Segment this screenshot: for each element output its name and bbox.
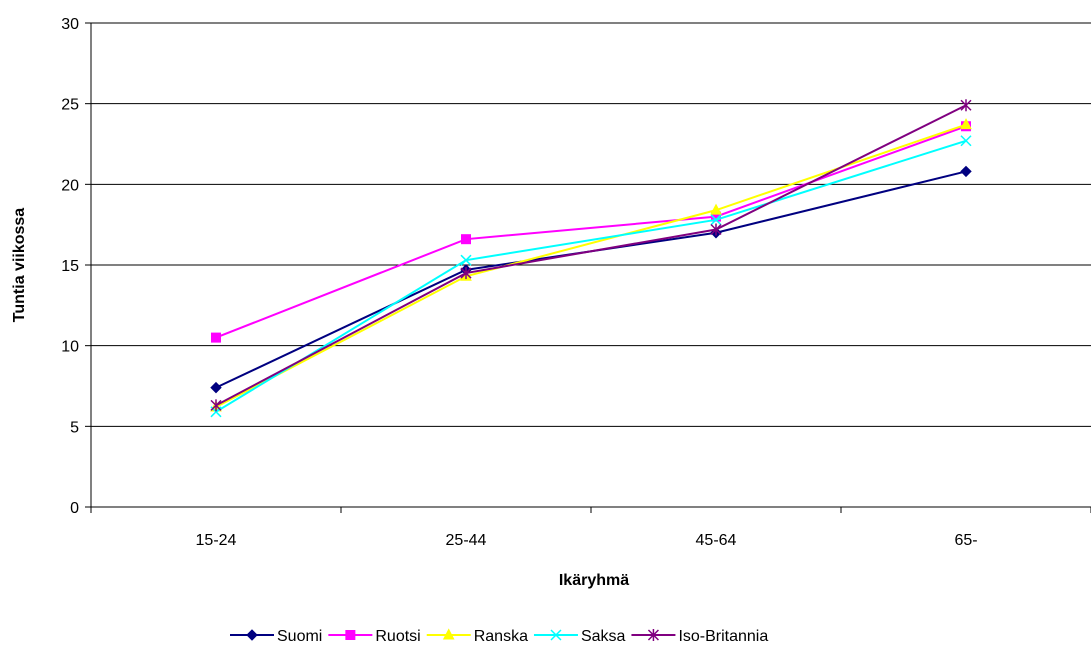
series-suomi xyxy=(210,165,972,394)
y-tick-label: 30 xyxy=(61,16,79,33)
legend-item-ranska: Ranska xyxy=(426,628,528,645)
y-tick-label: 10 xyxy=(61,339,79,356)
data-point-saksa xyxy=(710,214,722,226)
legend-label: Ranska xyxy=(474,628,528,645)
legend-label: Ruotsi xyxy=(375,628,420,645)
series-group xyxy=(210,99,972,418)
legend-label: Saksa xyxy=(581,628,626,645)
gridlines xyxy=(91,22,1091,427)
legend-marker xyxy=(550,629,562,641)
y-tick-label: 5 xyxy=(70,419,79,436)
x-tick-label: 25-44 xyxy=(446,532,487,549)
y-tick-label: 15 xyxy=(61,258,79,275)
data-point-ranska xyxy=(960,118,972,130)
x-axis-ticks: 15-24 25-44 45-64 65- xyxy=(90,507,1091,549)
x-tick-label: 45-64 xyxy=(696,532,737,549)
legend-label: Iso-Britannia xyxy=(678,628,768,645)
series-line-suomi xyxy=(215,170,967,389)
legend-marker xyxy=(345,630,356,640)
data-point-suomi xyxy=(210,381,222,394)
series-line-iso-britannia xyxy=(215,104,967,407)
data-point-iso-britannia xyxy=(960,99,972,112)
data-point-suomi xyxy=(960,165,972,178)
data-point-iso-britannia xyxy=(710,223,722,236)
x-tick-label: 65- xyxy=(954,532,977,549)
y-axis-ticks: 0 5 10 15 20 25 30 xyxy=(61,16,91,517)
data-point-iso-britannia xyxy=(460,267,472,280)
legend-item-ruotsi: Ruotsi xyxy=(328,628,421,645)
legend-marker xyxy=(442,628,455,640)
legend-item-suomi: Suomi xyxy=(230,628,322,645)
legend-item-saksa: Saksa xyxy=(533,628,626,645)
series-iso-britannia xyxy=(210,99,972,412)
legend-label: Suomi xyxy=(277,628,322,645)
data-point-ranska xyxy=(710,203,722,215)
x-axis-title: Ikäryhmä xyxy=(559,572,629,589)
y-tick-label: 0 xyxy=(70,500,79,517)
y-tick-label: 20 xyxy=(61,177,79,194)
series-line-ruotsi xyxy=(215,125,967,339)
series-saksa xyxy=(210,135,972,418)
series-ruotsi xyxy=(211,121,971,343)
legend: Suomi Ruotsi Ranska Saksa Iso-Britannia xyxy=(230,628,768,645)
legend-marker xyxy=(647,629,659,641)
data-point-saksa xyxy=(960,135,972,147)
x-tick-label: 15-24 xyxy=(196,532,237,549)
legend-marker xyxy=(246,629,258,641)
y-axis-title: Tuntia viikossa xyxy=(11,208,28,323)
data-point-saksa xyxy=(460,254,472,266)
legend-item-iso-britannia: Iso-Britannia xyxy=(631,628,768,645)
data-point-ruotsi xyxy=(211,332,221,343)
y-tick-label: 25 xyxy=(61,97,79,114)
series-line-saksa xyxy=(215,139,967,413)
data-point-iso-britannia xyxy=(210,399,222,412)
data-point-ruotsi xyxy=(461,234,471,245)
